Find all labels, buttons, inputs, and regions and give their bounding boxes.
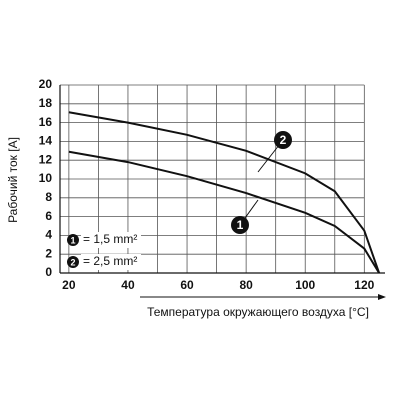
series-line [68,111,381,274]
callout-marker [231,216,249,234]
y-tick-label: 0 [45,265,52,279]
y-axis-label: Рабочий ток [A] [6,137,20,223]
legend-number: 1 [70,235,75,245]
x-tick-label: 80 [239,278,253,292]
x-axis-label: Температура окружающего воздуха [°C] [147,305,369,319]
y-tick-label: 14 [39,134,53,148]
y-tick-label: 18 [39,96,53,110]
legend-marker [67,256,79,268]
x-arrow-head [378,294,386,300]
legend-number: 2 [70,257,75,267]
y-tick-label: 6 [45,209,52,223]
x-tick-label: 60 [180,278,194,292]
y-tick-label: 8 [45,190,52,204]
legend-label: = 2,5 mm² [83,254,137,268]
y-tick-label: 16 [39,115,53,129]
callout-number: 2 [280,133,287,147]
y-tick-label: 20 [39,77,53,91]
legend-marker [67,234,79,246]
x-tick-label: 20 [62,278,76,292]
legend-bg [81,232,141,248]
legend-label: = 1,5 mm² [83,232,137,246]
y-tick-label: 12 [39,152,53,166]
x-tick-label: 120 [354,278,374,292]
callout-number: 1 [237,218,244,232]
legend-bg [81,254,141,270]
x-tick-label: 100 [295,278,315,292]
y-tick-label: 2 [45,246,52,260]
y-tick-label: 4 [45,228,52,242]
x-tick-label: 40 [121,278,135,292]
y-tick-label: 10 [39,171,53,185]
callout-marker [274,131,292,149]
series-line [68,150,380,274]
